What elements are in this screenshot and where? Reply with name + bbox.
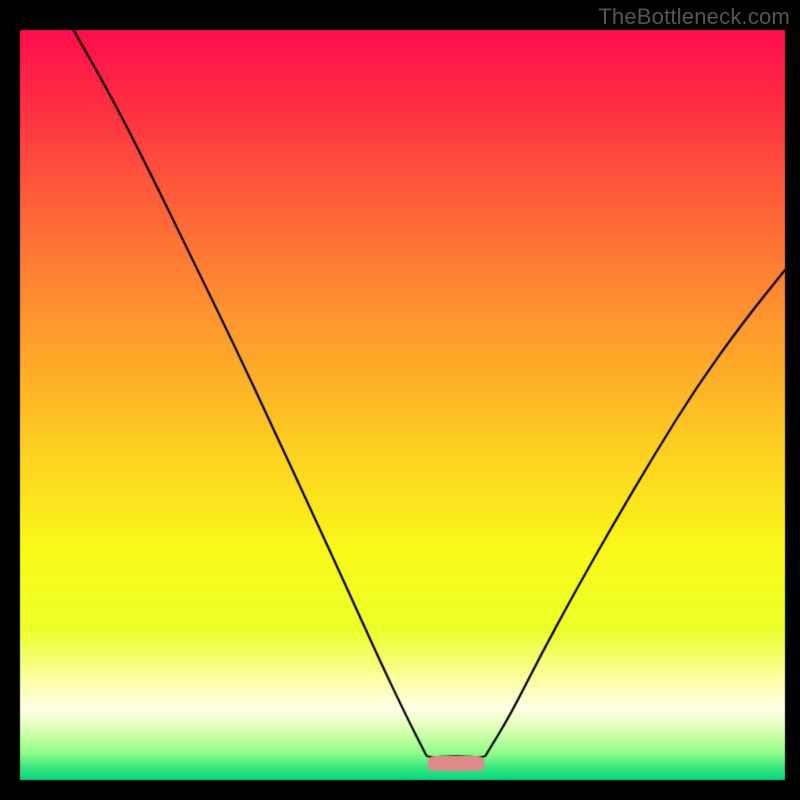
watermark-text: TheBottleneck.com bbox=[598, 4, 790, 30]
bottleneck-chart-canvas bbox=[0, 0, 800, 800]
chart-stage: TheBottleneck.com bbox=[0, 0, 800, 800]
